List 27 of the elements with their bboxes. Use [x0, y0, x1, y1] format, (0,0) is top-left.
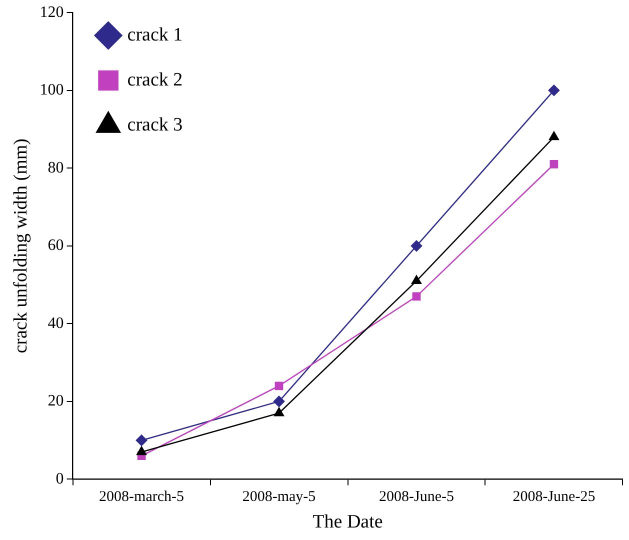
y-tick-label: 20 — [48, 392, 64, 410]
legend-label: crack 1 — [127, 24, 183, 46]
y-tick-label: 60 — [48, 237, 64, 254]
point — [412, 292, 421, 301]
y-axis-title: crack unfolding width (mm) — [10, 138, 32, 354]
point — [550, 160, 558, 168]
legend-label: crack 3 — [127, 114, 183, 136]
y-tick-label: 80 — [48, 159, 64, 176]
point — [274, 382, 284, 390]
point — [548, 131, 559, 140]
point — [136, 446, 147, 456]
point — [274, 407, 284, 416]
y-tick-label: 0 — [56, 470, 64, 488]
point — [136, 434, 148, 446]
point — [410, 240, 422, 252]
point — [273, 396, 285, 408]
point — [548, 84, 560, 96]
x-axis-title: The Date — [312, 512, 383, 533]
y-tick-label: 100 — [40, 82, 64, 99]
x-tick-label: 2008-may-5 — [242, 489, 316, 506]
y-tick-label: 120 — [40, 4, 64, 21]
legend-label: crack 2 — [127, 69, 183, 90]
y-tick-label: 40 — [48, 314, 64, 332]
point — [412, 275, 422, 284]
x-tick-label: 2008-June-25 — [512, 489, 596, 506]
x-tick-label: 2008-June-5 — [378, 489, 454, 506]
x-tick-label: 2008-march-5 — [99, 489, 184, 506]
